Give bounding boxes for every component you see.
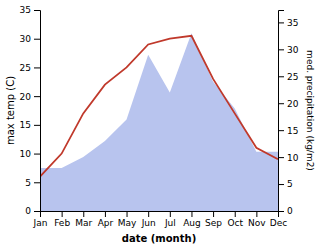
x-tick: Oct (227, 211, 243, 228)
x-tick: Jun (141, 211, 156, 228)
y-axis: 0 5 10 15 20 25 30 35 (20, 5, 41, 216)
y-tick: 0 (25, 206, 40, 216)
y2-tick-mark (278, 76, 284, 77)
y2-tick: 5 (278, 179, 293, 189)
x-tick-mark (235, 211, 236, 217)
y-tick: 5 (25, 178, 40, 188)
y2-tick-label: 15 (287, 126, 298, 136)
y-tick-label: 20 (20, 92, 32, 102)
x-tick-mark (170, 211, 171, 217)
y-axis-line (34, 11, 41, 212)
x-tick-mark (148, 211, 149, 217)
y-tick: 35 (20, 5, 40, 15)
y2-tick-mark (278, 211, 284, 212)
y2-tick: 30 (278, 45, 299, 55)
y-tick-label: 30 (20, 34, 32, 44)
x-tick-mark (191, 211, 192, 217)
y2-tick: 10 (278, 152, 299, 162)
precip-area (40, 33, 278, 211)
x-tick-mark (127, 211, 128, 217)
y2-tick-mark (278, 22, 284, 23)
y2-axis: 0 5 10 15 20 25 30 35 (278, 11, 299, 217)
y2-tick-label: 0 (287, 206, 293, 216)
x-tick: Sep (205, 211, 222, 228)
x-tick-label: May (118, 218, 137, 228)
y-tick: 10 (20, 149, 40, 159)
y2-tick-label: 10 (287, 152, 299, 162)
x-tick-label: Dec (270, 218, 287, 228)
y2-tick-label: 25 (287, 72, 298, 82)
y-tick-mark (34, 182, 40, 183)
y2-tick-mark (278, 49, 284, 50)
y-tick-label: 35 (20, 5, 31, 15)
x-tick: Jul (164, 211, 176, 228)
y2-tick: 0 (278, 206, 293, 216)
y-tick-label: 5 (25, 178, 31, 188)
y-tick-label: 25 (20, 63, 31, 73)
y2-tick: 20 (278, 99, 299, 109)
temp-line (40, 36, 278, 177)
y-tick-mark (34, 125, 40, 126)
x-tick-label: Jul (164, 218, 176, 228)
y-tick-label: 0 (25, 206, 31, 216)
y-tick-mark (34, 10, 40, 11)
y-tick-mark (34, 154, 40, 155)
x-tick-label: Mar (75, 218, 92, 228)
x-tick: Feb (54, 211, 70, 228)
y-tick-mark (34, 67, 40, 68)
x-tick-mark (105, 211, 106, 217)
y2-tick: 25 (278, 72, 298, 82)
y-axis-title: max temp (C) (5, 76, 16, 145)
y2-axis-title: med. precipitation (kg/m2) (305, 50, 315, 171)
y2-axis-line (279, 11, 285, 212)
x-tick-mark (83, 211, 84, 217)
y-tick-label: 15 (20, 120, 31, 130)
x-tick-label: Jan (33, 218, 48, 228)
y2-tick-label: 35 (287, 18, 298, 28)
x-tick-label: Jun (141, 218, 156, 228)
x-tick-mark (256, 211, 257, 217)
y-tick-mark (34, 211, 40, 212)
x-tick: Nov (248, 211, 266, 228)
x-axis-line (41, 212, 279, 218)
y2-tick-label: 20 (287, 99, 299, 109)
x-tick-label: Sep (205, 218, 222, 228)
y-tick: 25 (20, 63, 40, 73)
x-axis-title: date (month) (122, 233, 196, 244)
x-tick: Jan (33, 211, 48, 228)
y2-tick-mark (278, 157, 284, 158)
y2-tick-mark (278, 130, 284, 131)
y2-tick: 15 (278, 126, 298, 136)
x-tick-label: Feb (54, 218, 70, 228)
y-tick: 20 (20, 92, 40, 102)
plot-area (40, 33, 278, 211)
y2-tick: 35 (278, 18, 298, 28)
x-tick-label: Nov (248, 218, 266, 228)
y-tick-label: 10 (20, 149, 32, 159)
x-tick: Aug (183, 211, 201, 228)
y-tick-mark (34, 96, 40, 97)
chart: JanFebMarAprMayJunJulAugSepOctNovDec0510… (0, 0, 318, 247)
x-tick: May (118, 211, 137, 228)
y-tick: 30 (20, 34, 40, 44)
x-tick: Dec (270, 211, 287, 228)
x-tick-label: Apr (98, 218, 114, 228)
y2-tick-label: 5 (287, 179, 293, 189)
x-tick-label: Aug (183, 218, 201, 228)
x-tick-label: Oct (227, 218, 243, 228)
x-axis: Jan Feb Mar Apr May Jun Jul Aug Sep Oct Nov Dec (33, 211, 288, 228)
y2-tick-label: 30 (287, 45, 299, 55)
x-tick-mark (213, 211, 214, 217)
y-tick: 15 (20, 120, 40, 130)
y-tick-mark (34, 39, 40, 40)
y2-tick-mark (278, 103, 284, 104)
x-tick-mark (62, 211, 63, 217)
y2-tick-mark (278, 184, 284, 185)
x-tick: Mar (75, 211, 92, 228)
x-tick: Apr (98, 211, 114, 228)
